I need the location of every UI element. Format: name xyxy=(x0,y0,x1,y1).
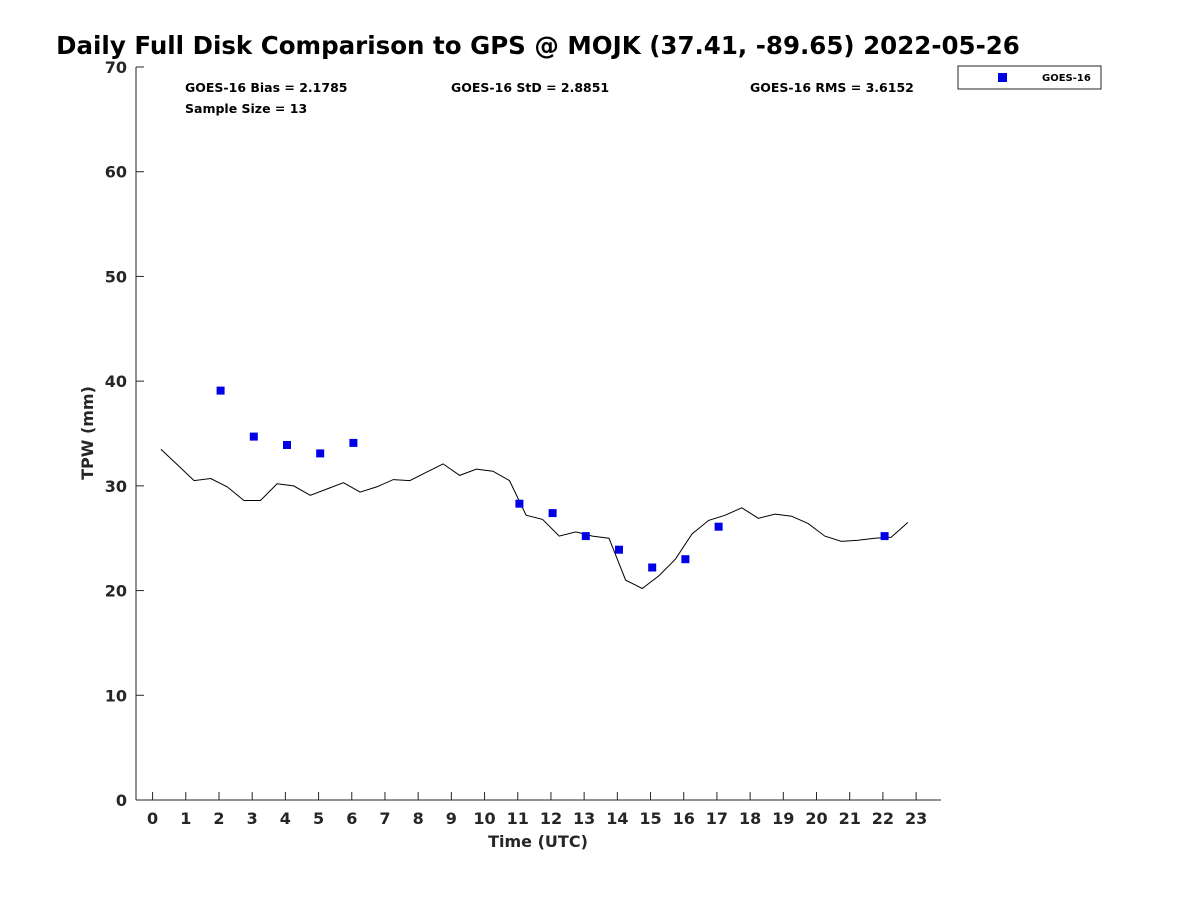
legend-marker-goes16 xyxy=(998,73,1007,82)
goes16-point xyxy=(316,449,325,458)
goes16-point xyxy=(714,522,723,531)
x-tick-label: 8 xyxy=(413,809,424,828)
x-tick-label: 18 xyxy=(739,809,761,828)
legend-label-goes16: GOES-16 xyxy=(1042,73,1091,84)
x-tick-label: 7 xyxy=(379,809,390,828)
x-tick-label: 23 xyxy=(905,809,927,828)
x-tick-label: 19 xyxy=(772,809,794,828)
y-tick-label: 30 xyxy=(105,477,127,496)
y-axis-label: TPW (mm) xyxy=(78,386,97,480)
x-tick-label: 3 xyxy=(247,809,258,828)
rms-stat: GOES-16 RMS = 3.6152 xyxy=(750,80,914,95)
x-tick-label: 17 xyxy=(706,809,728,828)
y-tick-label: 40 xyxy=(105,372,127,391)
x-tick-label: 5 xyxy=(313,809,324,828)
x-tick-label: 15 xyxy=(639,809,661,828)
x-tick-label: 14 xyxy=(606,809,628,828)
x-tick-label: 4 xyxy=(280,809,291,828)
goes16-point xyxy=(648,563,657,572)
x-axis-ticks: 0 1 2 3 4 5 6 7 8 9 10 11 12 13 14 15 16 17 18 19 20 21 22 23 xyxy=(147,792,927,828)
x-tick-label: 12 xyxy=(540,809,562,828)
y-tick-label: 10 xyxy=(105,686,127,705)
y-tick-label: 70 xyxy=(105,58,127,77)
sample-size-stat: Sample Size = 13 xyxy=(185,101,307,116)
std-stat: GOES-16 StD = 2.8851 xyxy=(451,80,609,95)
goes16-point xyxy=(615,545,623,554)
y-tick-label: 50 xyxy=(105,267,127,286)
x-tick-label: 6 xyxy=(346,809,357,828)
y-tick-label: 20 xyxy=(105,582,127,601)
goes16-point xyxy=(581,532,590,541)
x-tick-label: 13 xyxy=(573,809,595,828)
x-tick-label: 2 xyxy=(213,809,224,828)
goes16-point xyxy=(681,555,690,564)
x-tick-label: 11 xyxy=(507,809,529,828)
x-tick-label: 10 xyxy=(473,809,495,828)
chart-title: Daily Full Disk Comparison to GPS @ MOJK… xyxy=(56,31,1020,60)
y-tick-label: 0 xyxy=(116,791,127,810)
goes16-point xyxy=(349,438,358,447)
y-tick-label: 60 xyxy=(105,163,127,182)
goes16-point xyxy=(216,386,225,395)
goes16-point xyxy=(880,532,889,541)
x-tick-label: 22 xyxy=(872,809,894,828)
goes16-point xyxy=(515,499,524,508)
y-axis-ticks: 0 10 20 30 40 50 60 70 xyxy=(105,58,144,810)
x-tick-label: 20 xyxy=(805,809,827,828)
goes16-point xyxy=(548,509,557,518)
legend: GOES-16 xyxy=(957,65,1102,90)
x-tick-label: 9 xyxy=(446,809,457,828)
stats-annotations: GOES-16 Bias = 2.1785 GOES-16 StD = 2.88… xyxy=(185,80,914,116)
x-tick-label: 0 xyxy=(147,809,158,828)
gps-series-line xyxy=(160,448,909,590)
axes xyxy=(135,67,941,801)
goes16-point xyxy=(283,441,291,449)
bias-stat: GOES-16 Bias = 2.1785 xyxy=(185,80,347,95)
x-tick-label: 16 xyxy=(673,809,695,828)
gps-tpw-line xyxy=(160,448,909,590)
goes16-point xyxy=(249,432,258,441)
x-tick-label: 1 xyxy=(180,809,191,828)
x-tick-label: 21 xyxy=(839,809,861,828)
legend-box xyxy=(957,65,1102,90)
goes16-points xyxy=(216,386,889,572)
x-axis-label: Time (UTC) xyxy=(488,832,588,851)
